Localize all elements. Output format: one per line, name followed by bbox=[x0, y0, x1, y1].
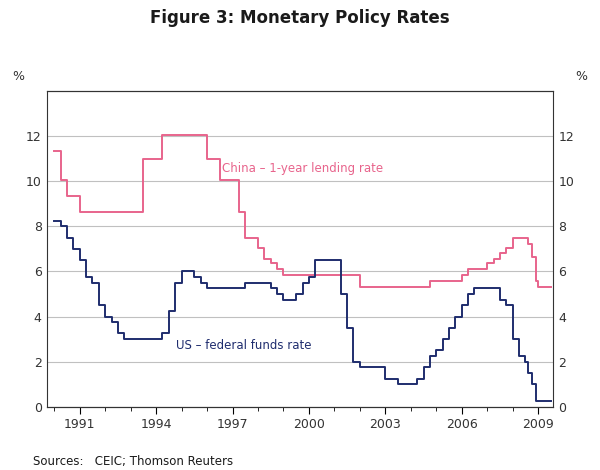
Text: %: % bbox=[575, 70, 587, 83]
Text: Figure 3: Monetary Policy Rates: Figure 3: Monetary Policy Rates bbox=[150, 9, 450, 27]
Text: US – federal funds rate: US – federal funds rate bbox=[176, 339, 312, 352]
Text: Sources:   CEIC; Thomson Reuters: Sources: CEIC; Thomson Reuters bbox=[33, 454, 233, 468]
Text: China – 1-year lending rate: China – 1-year lending rate bbox=[223, 162, 383, 174]
Text: %: % bbox=[13, 70, 25, 83]
